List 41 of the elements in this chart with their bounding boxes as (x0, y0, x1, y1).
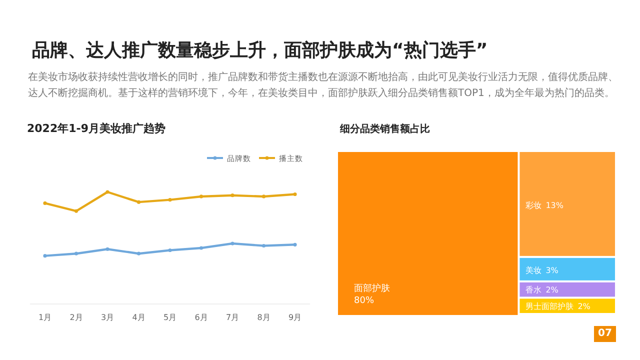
text: 在美妆市场收获持续性营收增长的同时，推广品牌数和带货主播数也在源源不断地抬高，由此可见美妆行业活力无限，值得优质品牌、达人不断挖掘商机。基于这样的营销环境下，今年，在美妆类目中，面部护肤跃入细分品类销售额TOP1，成为全年最为热门的品类。 (28, 70, 618, 101)
x-tick-label: 5月 (163, 313, 177, 322)
x-tick-label: 1月 (38, 313, 52, 322)
x-tick-label: 9月 (288, 313, 302, 322)
text: 品牌、达人推广数量稳步上升，面部护肤成为“热门选手” (32, 39, 489, 62)
data-label: 80% (354, 296, 374, 306)
point (106, 190, 110, 194)
x-tick-label: 8月 (257, 313, 270, 322)
point (230, 194, 234, 198)
x-tick-label: 2月 (70, 313, 83, 322)
point (43, 201, 47, 205)
point (106, 247, 110, 251)
point (136, 252, 141, 256)
data-label: 3% (546, 266, 559, 276)
category-label: 彩妆 (526, 200, 542, 210)
point (293, 192, 297, 196)
point (199, 246, 204, 250)
point (136, 200, 141, 204)
point (293, 242, 297, 246)
category-label: 香水 (526, 286, 542, 295)
text: 07 (594, 326, 616, 342)
data-label: 13% (546, 200, 564, 210)
x-tick-label: 7月 (226, 313, 240, 322)
category-label: 面部护肤 (354, 283, 390, 294)
x-tick-label: 6月 (194, 313, 208, 322)
point (199, 194, 204, 198)
data-label: 2% (578, 302, 591, 311)
x-tick-label: 4月 (132, 313, 146, 322)
point (43, 254, 47, 258)
x-tick-label: 3月 (100, 313, 114, 322)
point (262, 244, 266, 248)
text: 细分品类销售额占比 (339, 123, 430, 135)
point (230, 242, 234, 246)
point (74, 252, 78, 256)
category-label: 美妆 (526, 266, 542, 276)
point (262, 194, 266, 198)
chart-title: 2022年1-9月美妆推广趋势 (27, 122, 166, 135)
category-label: 男士面部护肤 (526, 302, 574, 311)
data-label: 2% (546, 286, 559, 295)
point (74, 209, 78, 213)
point (168, 198, 172, 202)
